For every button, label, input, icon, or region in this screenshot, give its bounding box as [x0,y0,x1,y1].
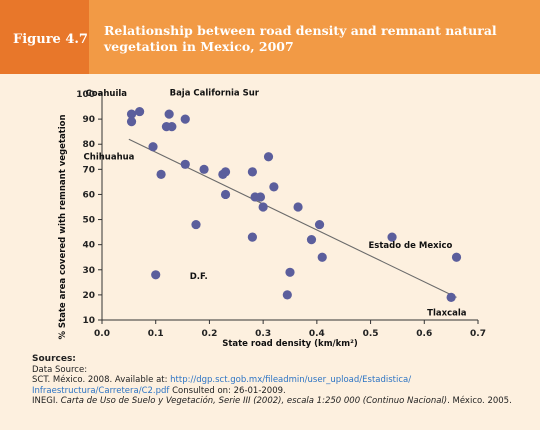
sources-line-4-tail: . México. 2005. [447,396,512,406]
data-point [293,202,303,212]
data-point [451,252,462,262]
data-point [282,290,292,300]
sources-line-4-italic: Carta de Uso de Suelo y Vegetación, Seri… [60,396,448,406]
data-point [148,142,158,152]
sources-line-2-text: SCT. México. 2008. Available at: [32,375,171,385]
sources-block: Sources: Data Source: SCT. México. 2008.… [32,354,532,407]
point-annotations: Coahuila Baja California Sur Chihuahua Esta… [84,89,467,319]
data-point [167,122,177,132]
y-tick-label: 80 [82,140,95,150]
point-annotation: Chihuahua [84,153,135,163]
y-tick-label: 20 [82,291,95,301]
y-tick-label: 50 [82,216,95,226]
data-point [255,192,266,202]
data-point [446,292,456,302]
y-tick-label: 90 [82,115,95,125]
data-point [258,202,268,212]
point-annotation: Estado de Mexico [369,241,453,251]
sources-line-4-text: INEGI. [32,396,61,406]
data-point [180,114,190,124]
data-points [126,106,462,302]
y-tick-label: 60 [82,190,95,200]
data-point [306,235,317,245]
data-point [269,182,279,192]
x-tick-label: 0.3 [255,329,271,339]
data-point [220,167,231,177]
point-annotation: Tlaxcala [427,308,467,318]
sources-heading: Sources: [32,354,76,364]
data-point [135,106,145,117]
figure-header: Figure 4.7 Relationship between road den… [0,0,540,74]
x-axis-title: State road density (km/km²) [222,339,358,349]
x-tick-label: 0.7 [470,329,486,339]
x-tick-label: 0.5 [363,329,379,339]
data-point [156,169,166,179]
data-point [247,167,257,177]
sources-line-3: Infraestructura/Carretera/C2.pdf Consult… [32,386,532,397]
x-tick-label: 0.1 [148,329,164,339]
y-tick-label: 10 [82,316,95,326]
data-point [387,232,397,242]
data-point [317,252,327,262]
data-point [164,109,174,119]
y-tick-label: 40 [82,241,95,251]
sources-line-3-text: Consulted on: 26-01-2009. [169,385,286,396]
y-axis-title: % State area covered with remnant vegeta… [58,114,68,339]
x-tick-label: 0.2 [201,329,217,339]
data-point [191,219,201,230]
data-point [247,232,257,242]
point-annotation: D.F. [190,272,208,282]
chart-axes [98,93,479,324]
x-tick-label: 0.6 [416,329,432,339]
y-tick-label: 100 [76,90,95,100]
figure-title: Relationship between road density and re… [104,23,497,54]
data-point [314,219,325,230]
data-point [220,189,231,200]
x-tick-label: 0.4 [309,329,325,339]
data-point [126,109,137,119]
x-tick-label: 0.0 [94,329,110,339]
sources-line-2: SCT. México. 2008. Available at: http://… [32,375,532,386]
data-point [199,164,209,174]
data-point [285,267,295,277]
y-tick-label: 70 [82,165,95,175]
data-point [126,117,137,127]
tick-labels: 0.0 0.1 0.2 0.3 0.4 0.5 0.6 0.7 10 20 30 40 50 60 70 80… [76,90,486,339]
data-point [151,270,161,280]
sources-line-1: Data Source: [32,364,88,375]
scatter-chart: Coahuila Baja California Sur Chihuahua Esta… [58,89,486,349]
point-annotation: Coahuila [86,89,128,99]
sct-link[interactable]: http://dgp.sct.gob.mx/fileadmin/user_upl… [170,375,412,385]
figure-label: Figure 4.7 [13,32,88,47]
sources-line-4: INEGI. Carta de Uso de Suelo y Vegetació… [32,396,532,407]
data-point [263,152,274,162]
point-annotation: Baja California Sur [170,89,260,99]
data-point [180,159,190,169]
sct-link-cont[interactable]: Infraestructura/Carretera/C2.pdf [32,385,170,396]
figure-tab: Figure 4.7 [0,0,89,74]
y-tick-label: 30 [82,266,95,276]
